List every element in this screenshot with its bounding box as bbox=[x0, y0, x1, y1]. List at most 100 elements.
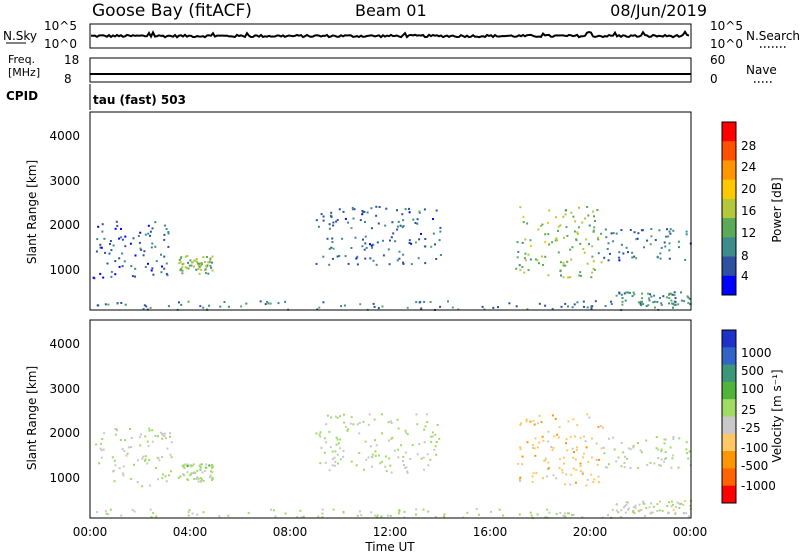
velocity-cell-2 bbox=[152, 511, 155, 514]
velocity-cell-3 bbox=[319, 431, 322, 434]
velocity-cell-3 bbox=[315, 432, 318, 435]
velocity-cell-4 bbox=[564, 483, 567, 486]
velocity-cell-2 bbox=[105, 512, 108, 515]
power-cell-5 bbox=[685, 230, 688, 233]
velocity-cell-1 bbox=[202, 480, 205, 482]
power-cell-4 bbox=[573, 230, 576, 233]
velocity-cell-2 bbox=[611, 508, 614, 511]
power-cell-0 bbox=[110, 270, 113, 273]
velocity-cell-2 bbox=[644, 515, 647, 518]
power-cell-1 bbox=[184, 255, 187, 258]
power-cell-3 bbox=[387, 248, 390, 251]
power-cell-6 bbox=[687, 301, 690, 304]
velocity-cell-2 bbox=[317, 515, 320, 518]
power-cell-4 bbox=[537, 228, 540, 231]
velocity-cell-2 bbox=[658, 509, 661, 512]
velocity-cell-5 bbox=[685, 441, 688, 444]
power-cell-3 bbox=[410, 242, 413, 245]
power-cell-1 bbox=[209, 257, 212, 260]
velocity-cell-2 bbox=[529, 511, 532, 514]
velocity-cell-1 bbox=[199, 480, 202, 483]
power-cell-0 bbox=[149, 230, 152, 233]
power-cell-1 bbox=[190, 264, 193, 267]
velocity-cell-5 bbox=[659, 464, 662, 467]
power-cell-0 bbox=[155, 260, 158, 263]
power-cell-5 bbox=[668, 257, 671, 260]
power-cell-6 bbox=[633, 293, 636, 296]
velocity-cell-3 bbox=[396, 418, 399, 421]
power-cell-4 bbox=[540, 255, 543, 258]
velocity-cell-0 bbox=[164, 475, 167, 478]
power-colorbar-swatch-3 bbox=[722, 179, 736, 200]
velocity-cell-0 bbox=[126, 452, 129, 455]
velocity-cell-4 bbox=[519, 423, 522, 426]
velocity-cell-3 bbox=[430, 441, 433, 443]
power-cell-6 bbox=[659, 297, 661, 299]
power-cell-0 bbox=[165, 272, 168, 275]
power-cell-2 bbox=[497, 306, 499, 309]
velocity-cell-3 bbox=[390, 471, 393, 474]
power-cell-6 bbox=[639, 302, 642, 305]
power-cell-2 bbox=[656, 301, 659, 303]
power-cell-3 bbox=[332, 247, 335, 250]
power-cell-3 bbox=[388, 263, 391, 266]
power-cell-0 bbox=[106, 262, 109, 265]
power-cell-1 bbox=[197, 267, 200, 270]
velocity-cell-1 bbox=[210, 465, 213, 468]
power-cell-6 bbox=[660, 304, 663, 306]
power-cell-0 bbox=[129, 242, 132, 245]
velocity-cell-1 bbox=[199, 477, 202, 480]
velocity-cell-3 bbox=[336, 453, 339, 456]
power-cell-3 bbox=[420, 232, 422, 235]
velocity-cell-4 bbox=[519, 476, 522, 479]
power-cell-6 bbox=[688, 297, 691, 300]
velocity-cell-4 bbox=[576, 424, 579, 427]
power-cell-5 bbox=[633, 231, 636, 234]
power-cell-2 bbox=[492, 306, 495, 309]
power-cell-4 bbox=[591, 255, 594, 258]
velocity-cell-0 bbox=[170, 456, 173, 459]
velocity-cell-3 bbox=[397, 456, 400, 459]
power-cell-4 bbox=[594, 220, 596, 222]
power-cell-2 bbox=[672, 306, 674, 309]
velocity-tick-minus25: -25 bbox=[741, 421, 761, 435]
velocity-cell-4 bbox=[587, 461, 590, 463]
power-cell-1 bbox=[195, 258, 198, 260]
power-cell-2 bbox=[145, 305, 148, 308]
velocity-cell-3 bbox=[385, 470, 388, 473]
velocity-cell-4 bbox=[569, 435, 572, 438]
velocity-cell-0 bbox=[130, 446, 133, 449]
velocity-cell-5 bbox=[637, 467, 639, 470]
noise-sky-series bbox=[90, 29, 690, 39]
power-cell-5 bbox=[678, 246, 680, 249]
velocity-cell-4 bbox=[583, 452, 585, 455]
velocity-tick-1000: 1000 bbox=[741, 346, 772, 360]
power-cell-0 bbox=[96, 238, 99, 241]
velocity-cell-0 bbox=[144, 458, 147, 461]
cpid-value: tau (fast) 503 bbox=[93, 93, 186, 107]
velocity-cell-2 bbox=[376, 514, 379, 517]
power-cell-5 bbox=[605, 236, 608, 239]
velocity-cell-1 bbox=[193, 471, 196, 474]
velocity-cell-4 bbox=[542, 439, 545, 442]
velocity-cell-0 bbox=[103, 432, 106, 435]
velocity-cell-6 bbox=[623, 505, 626, 508]
velocity-cell-1 bbox=[183, 467, 186, 470]
velocity-cell-6 bbox=[680, 502, 683, 505]
velocity-cell-5 bbox=[664, 451, 667, 454]
power-cell-3 bbox=[408, 239, 411, 242]
velocity-cell-3 bbox=[330, 416, 333, 419]
velocity-cell-4 bbox=[567, 420, 570, 423]
velocity-cell-3 bbox=[387, 421, 390, 424]
velocity-cell-0 bbox=[122, 465, 125, 468]
velocity-cell-2 bbox=[109, 508, 112, 511]
velocity-cell-4 bbox=[581, 472, 584, 475]
power-cell-6 bbox=[623, 292, 626, 295]
noise-left-label: N.Sky bbox=[3, 29, 37, 43]
velocity-cell-3 bbox=[346, 429, 349, 432]
velocity-cell-0 bbox=[155, 467, 157, 469]
velocity-cell-3 bbox=[423, 441, 426, 444]
power-cell-5 bbox=[615, 232, 618, 235]
power-cell-2 bbox=[269, 302, 272, 305]
power-cell-4 bbox=[582, 248, 585, 250]
